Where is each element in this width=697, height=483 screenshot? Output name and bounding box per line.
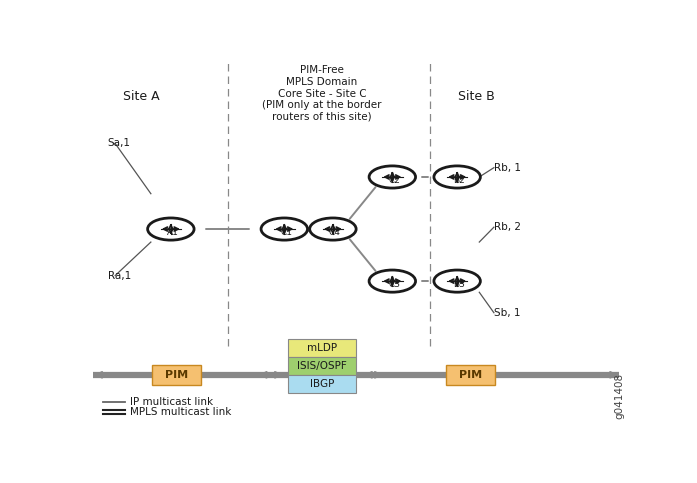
FancyBboxPatch shape — [152, 365, 201, 385]
Ellipse shape — [309, 218, 356, 240]
Text: ISIS/OSPF: ISIS/OSPF — [297, 361, 347, 371]
Ellipse shape — [434, 166, 480, 188]
Text: Site B: Site B — [458, 89, 494, 102]
Bar — [289, 340, 356, 357]
Text: IBGP: IBGP — [310, 379, 335, 389]
Text: Site A: Site A — [123, 89, 160, 102]
Text: B2: B2 — [453, 176, 465, 185]
Text: Sa,1: Sa,1 — [107, 139, 130, 148]
Ellipse shape — [434, 270, 480, 292]
Ellipse shape — [148, 218, 194, 240]
Ellipse shape — [369, 270, 415, 292]
Text: mLDP: mLDP — [307, 343, 337, 354]
Text: PIM: PIM — [459, 370, 482, 380]
Text: C4: C4 — [329, 227, 341, 237]
Text: A1: A1 — [167, 227, 178, 237]
Ellipse shape — [369, 166, 415, 188]
Text: Sb, 1: Sb, 1 — [494, 308, 521, 318]
Text: C2: C2 — [388, 176, 400, 185]
Text: Rb, 1: Rb, 1 — [494, 163, 521, 173]
Text: B3: B3 — [453, 280, 465, 289]
Text: PIM: PIM — [164, 370, 187, 380]
Text: Ra,1: Ra,1 — [107, 270, 131, 281]
Text: PIM-Free
MPLS Domain
Core Site - Site C
(PIM only at the border
routers of this : PIM-Free MPLS Domain Core Site - Site C … — [262, 65, 382, 122]
Text: IP multicast link: IP multicast link — [130, 397, 213, 407]
Ellipse shape — [261, 218, 307, 240]
Bar — [289, 357, 356, 375]
Text: Rb, 2: Rb, 2 — [494, 222, 521, 232]
FancyBboxPatch shape — [446, 365, 496, 385]
Text: C1: C1 — [280, 227, 292, 237]
Text: g041408: g041408 — [614, 372, 625, 419]
Bar — [289, 375, 356, 393]
Text: C3: C3 — [388, 280, 400, 289]
Text: MPLS multicast link: MPLS multicast link — [130, 407, 231, 417]
